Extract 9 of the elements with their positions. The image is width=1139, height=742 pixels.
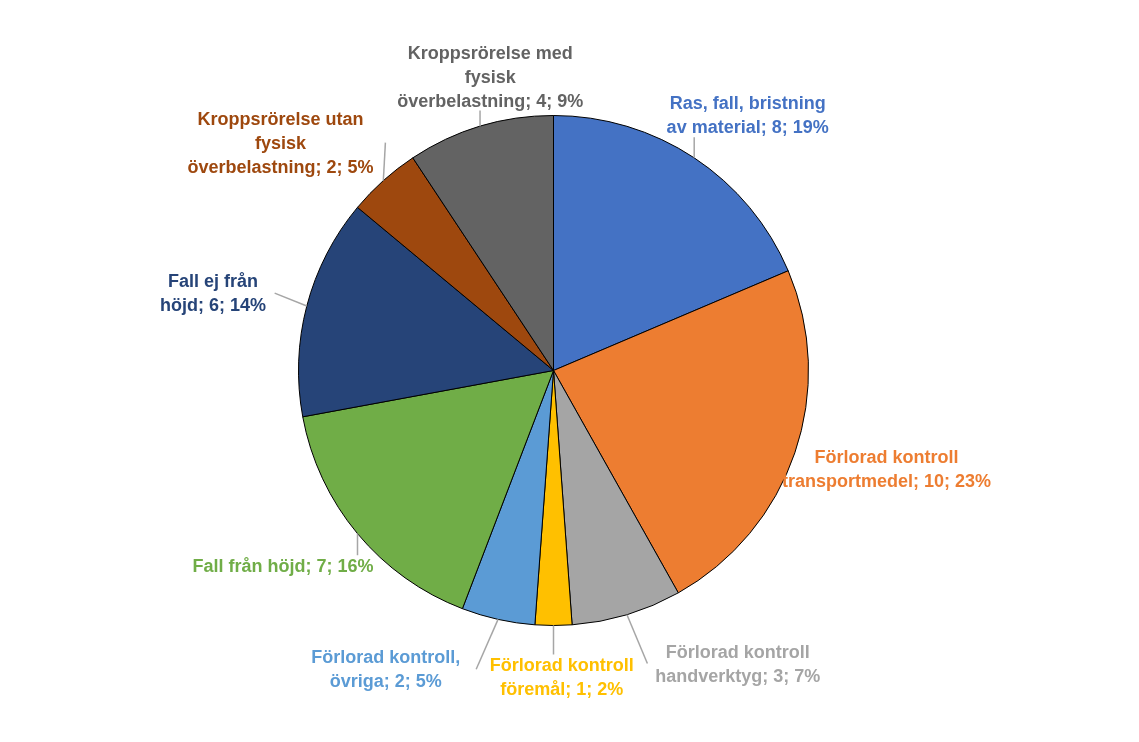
slice-label: Fall ej från höjd; 6; 14%: [160, 271, 267, 316]
slice-label: Förlorad kontroll, övriga; 2; 5%: [311, 647, 461, 692]
slice-label: Kroppsrörelse utan fysisk överbelastning; 2; 5%: [187, 108, 374, 177]
slice-label: Fall från höjd; 7; 16%: [192, 556, 374, 577]
slice-label: Ras, fall, bristning av material; 8; 19%: [666, 93, 829, 138]
slice-label: Kroppsrörelse med fysisk överbelastning; 4; 9%: [397, 43, 584, 112]
slice-label: Förlorad kontroll handverktyg; 3; 7%: [655, 641, 821, 686]
slice-label: Förlorad kontroll föremål; 1; 2%: [489, 654, 634, 699]
slice-label: Förlorad kontroll transportmedel; 10; 23%: [782, 447, 992, 492]
